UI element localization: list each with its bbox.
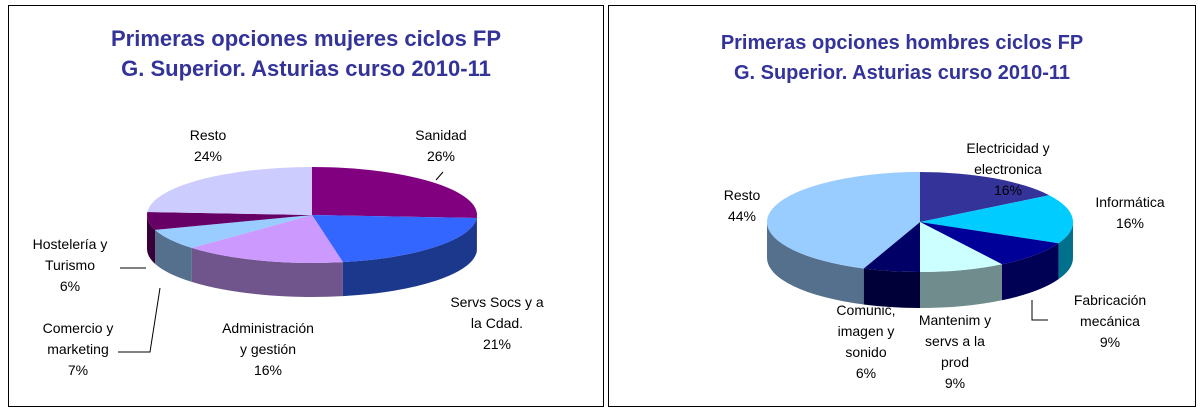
slice-label: Fabricación mecánica 9% bbox=[1065, 290, 1155, 353]
slice-side bbox=[191, 247, 343, 297]
slice-label: Comercio y marketing 7% bbox=[28, 318, 128, 381]
pie-slice bbox=[147, 167, 312, 215]
slice-side bbox=[863, 268, 920, 308]
slice-label: Mantenim y servs a la prod 9% bbox=[918, 310, 993, 394]
slice-category: Resto bbox=[189, 127, 227, 143]
slice-value-label: 16% bbox=[253, 362, 283, 378]
slice-label: Servs Socs y a la Cdad. 21% bbox=[450, 292, 545, 355]
slice-side bbox=[147, 215, 156, 264]
slice-category: Electricidad y electronica bbox=[966, 140, 1050, 177]
slice-side bbox=[342, 218, 477, 297]
leader-lines bbox=[118, 171, 1048, 353]
title-line: G. Superior. Asturias curso 2010-11 bbox=[733, 62, 1071, 84]
pie-slice bbox=[920, 222, 1002, 272]
slice-value-label: 7% bbox=[67, 362, 89, 378]
slice-category: Informática bbox=[1095, 194, 1165, 210]
slice-value-label: 24% bbox=[193, 148, 223, 164]
slice-category: Sanidad bbox=[415, 127, 467, 143]
pie-slice bbox=[147, 211, 312, 230]
slice-category: Administración y gestión bbox=[222, 320, 314, 357]
pie-slice bbox=[863, 222, 920, 272]
slice-value-label: 44% bbox=[727, 208, 757, 224]
slice-category: Servs Socs y a la Cdad. bbox=[450, 294, 544, 331]
title-line: G. Superior. Asturias curso 2010-11 bbox=[121, 56, 491, 81]
pie-slice bbox=[920, 171, 1050, 222]
slice-category: Comercio y marketing bbox=[42, 320, 114, 357]
pie-slice bbox=[312, 167, 477, 219]
leader-line bbox=[1031, 300, 1048, 321]
pie-slice bbox=[920, 222, 1059, 265]
pie-slice bbox=[766, 171, 920, 269]
slice-label: Comunic, imagen y sonido 6% bbox=[829, 300, 904, 384]
slice-label: Resto 44% bbox=[712, 185, 772, 227]
slice-category: Fabricación mecánica bbox=[1073, 292, 1147, 329]
pie-sides bbox=[147, 215, 477, 297]
slice-category: Mantenim y servs a la prod bbox=[918, 312, 992, 370]
chart-title: Primeras opciones mujeres ciclos FP G. S… bbox=[9, 24, 603, 84]
slice-side bbox=[1001, 243, 1059, 301]
slice-category: Hostelería y Turismo bbox=[32, 236, 108, 273]
slice-value-label: 16% bbox=[1115, 215, 1145, 231]
slice-side bbox=[1058, 222, 1073, 280]
slice-label: Informática 16% bbox=[1085, 192, 1175, 234]
slice-value-label: 6% bbox=[855, 365, 877, 381]
slice-side bbox=[155, 229, 192, 282]
slice-value-label: 9% bbox=[1099, 334, 1121, 350]
slice-value-label: 26% bbox=[426, 148, 456, 164]
slice-category: Resto bbox=[723, 187, 761, 203]
slice-value-label: 21% bbox=[482, 336, 512, 352]
slice-value-label: 16% bbox=[993, 182, 1023, 198]
chart-panel: Primeras opciones mujeres ciclos FP G. S… bbox=[8, 5, 604, 407]
pie-tops bbox=[147, 167, 477, 263]
slice-side bbox=[767, 222, 864, 305]
slice-value-label: 9% bbox=[944, 375, 966, 391]
pie-slice bbox=[191, 215, 343, 263]
slice-label: Sanidad 26% bbox=[401, 125, 481, 167]
slice-label: Electricidad y electronica 16% bbox=[943, 138, 1073, 201]
title-line: Primeras opciones hombres ciclos FP bbox=[720, 32, 1084, 54]
leader-line bbox=[118, 287, 161, 353]
pie-sides bbox=[767, 222, 1073, 308]
pie-slice bbox=[920, 195, 1073, 244]
pie-slice bbox=[155, 215, 312, 248]
leader-line bbox=[435, 171, 444, 181]
chart-panel: Primeras opciones hombres ciclos FP G. S… bbox=[608, 5, 1196, 407]
slice-side bbox=[920, 264, 1002, 308]
slice-label: Administración y gestión 16% bbox=[218, 318, 318, 381]
pie-tops bbox=[766, 171, 1073, 272]
slice-label: Resto 24% bbox=[178, 125, 238, 167]
chart-title: Primeras opciones hombres ciclos FP G. S… bbox=[609, 28, 1195, 88]
slice-value-label: 6% bbox=[59, 278, 81, 294]
slice-label: Hostelería y Turismo 6% bbox=[15, 234, 125, 297]
title-line: Primeras opciones mujeres ciclos FP bbox=[110, 26, 502, 51]
slice-category: Comunic, imagen y sonido bbox=[836, 302, 896, 360]
pie-slice bbox=[312, 215, 477, 263]
